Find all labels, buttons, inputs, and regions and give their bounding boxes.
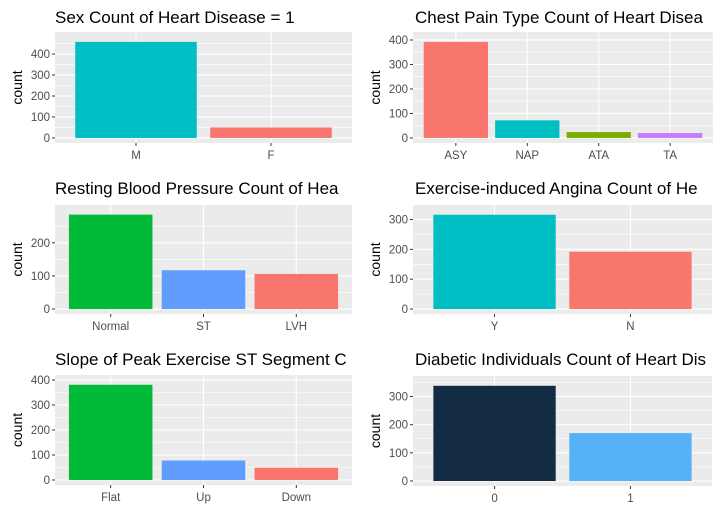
bar-0 [433, 385, 556, 481]
y-tick-label: 100 [31, 271, 50, 283]
chart-title: Slope of Peak Exercise ST Segment C [55, 350, 347, 369]
y-tick-label: 200 [389, 420, 408, 432]
y-tick-label: 200 [31, 238, 50, 250]
chart-title: Exercise-induced Angina Count of He [415, 179, 698, 198]
y-axis-label: count [9, 413, 25, 447]
x-tick-label: Y [491, 321, 499, 333]
y-tick-label: 400 [31, 49, 50, 61]
chart-panel-2: Chest Pain Type Count of Heart Disea 0 100… [367, 8, 713, 162]
bar-lvh [254, 273, 339, 310]
bar-ta [638, 133, 703, 138]
y-tick-label: 300 [31, 70, 50, 82]
bar-f [210, 127, 332, 138]
chart-panel-5: Slope of Peak Exercise ST Segment C 0 100 2… [9, 350, 352, 504]
x-tick-label: 0 [491, 493, 497, 505]
bar-asy [423, 41, 488, 138]
chart-panel-6: Diabetic Individuals Count of Heart Dis 0… [367, 350, 712, 505]
x-tick-label: ATA [588, 150, 609, 162]
y-axis-label: count [367, 70, 383, 104]
x-tick-label: Flat [101, 492, 121, 504]
y-axis-label: count [367, 242, 383, 276]
y-axis-label: count [367, 414, 383, 448]
bar-st [161, 270, 246, 310]
chart-title: Diabetic Individuals Count of Heart Dis [415, 350, 706, 369]
y-tick-label: 300 [389, 59, 408, 71]
y-tick-label: 0 [44, 475, 50, 487]
chart-title: Resting Blood Pressure Count of Hea [55, 179, 339, 198]
y-tick-label: 200 [31, 91, 50, 103]
x-tick-label: ASY [444, 150, 467, 162]
y-tick-label: 100 [389, 108, 408, 120]
x-tick-label: Up [196, 492, 211, 504]
y-tick-label: 0 [402, 304, 408, 316]
y-tick-label: 100 [31, 112, 50, 124]
y-tick-label: 200 [31, 425, 50, 437]
y-tick-label: 0 [44, 304, 50, 316]
bar-ata [566, 132, 631, 138]
y-tick-label: 100 [31, 450, 50, 462]
y-tick-label: 300 [389, 215, 408, 227]
bar-nap [495, 120, 560, 138]
chart-panel-1: Sex Count of Heart Disease = 1 0 100 200 300… [9, 8, 352, 162]
x-tick-label: ST [196, 321, 211, 333]
bar-up [161, 460, 246, 480]
y-tick-label: 100 [389, 274, 408, 286]
bar-1 [569, 433, 692, 481]
bar-flat [68, 384, 153, 480]
bar-y [433, 214, 556, 310]
y-axis-label: count [9, 242, 25, 276]
x-tick-label: TA [663, 150, 677, 162]
y-tick-label: 300 [389, 391, 408, 403]
y-tick-label: 0 [402, 476, 408, 488]
y-tick-label: 200 [389, 244, 408, 256]
bar-normal [68, 214, 153, 310]
y-tick-label: 0 [44, 133, 50, 145]
bar-down [254, 467, 339, 480]
x-tick-label: Down [282, 492, 311, 504]
bar-m [75, 41, 197, 138]
y-tick-label: 100 [389, 448, 408, 460]
chart-title: Sex Count of Heart Disease = 1 [55, 8, 295, 27]
y-tick-label: 400 [389, 35, 408, 47]
x-tick-label: NAP [515, 150, 539, 162]
chart-panel-3: Resting Blood Pressure Count of Hea 0 100 2… [9, 179, 352, 333]
x-tick-label: F [267, 150, 274, 162]
x-tick-label: M [131, 150, 141, 162]
x-tick-label: LVH [286, 321, 308, 333]
y-tick-label: 200 [389, 84, 408, 96]
x-tick-label: 1 [627, 493, 633, 505]
chart-title: Chest Pain Type Count of Heart Disea [415, 8, 703, 27]
y-tick-label: 300 [31, 400, 50, 412]
chart-panel-4: Exercise-induced Angina Count of He 0 100 2… [367, 179, 712, 333]
x-tick-label: Normal [92, 321, 129, 333]
x-tick-label: N [626, 321, 634, 333]
y-tick-label: 400 [31, 375, 50, 387]
y-axis-label: count [9, 70, 25, 104]
bar-n [569, 251, 692, 310]
y-tick-label: 0 [402, 133, 408, 145]
